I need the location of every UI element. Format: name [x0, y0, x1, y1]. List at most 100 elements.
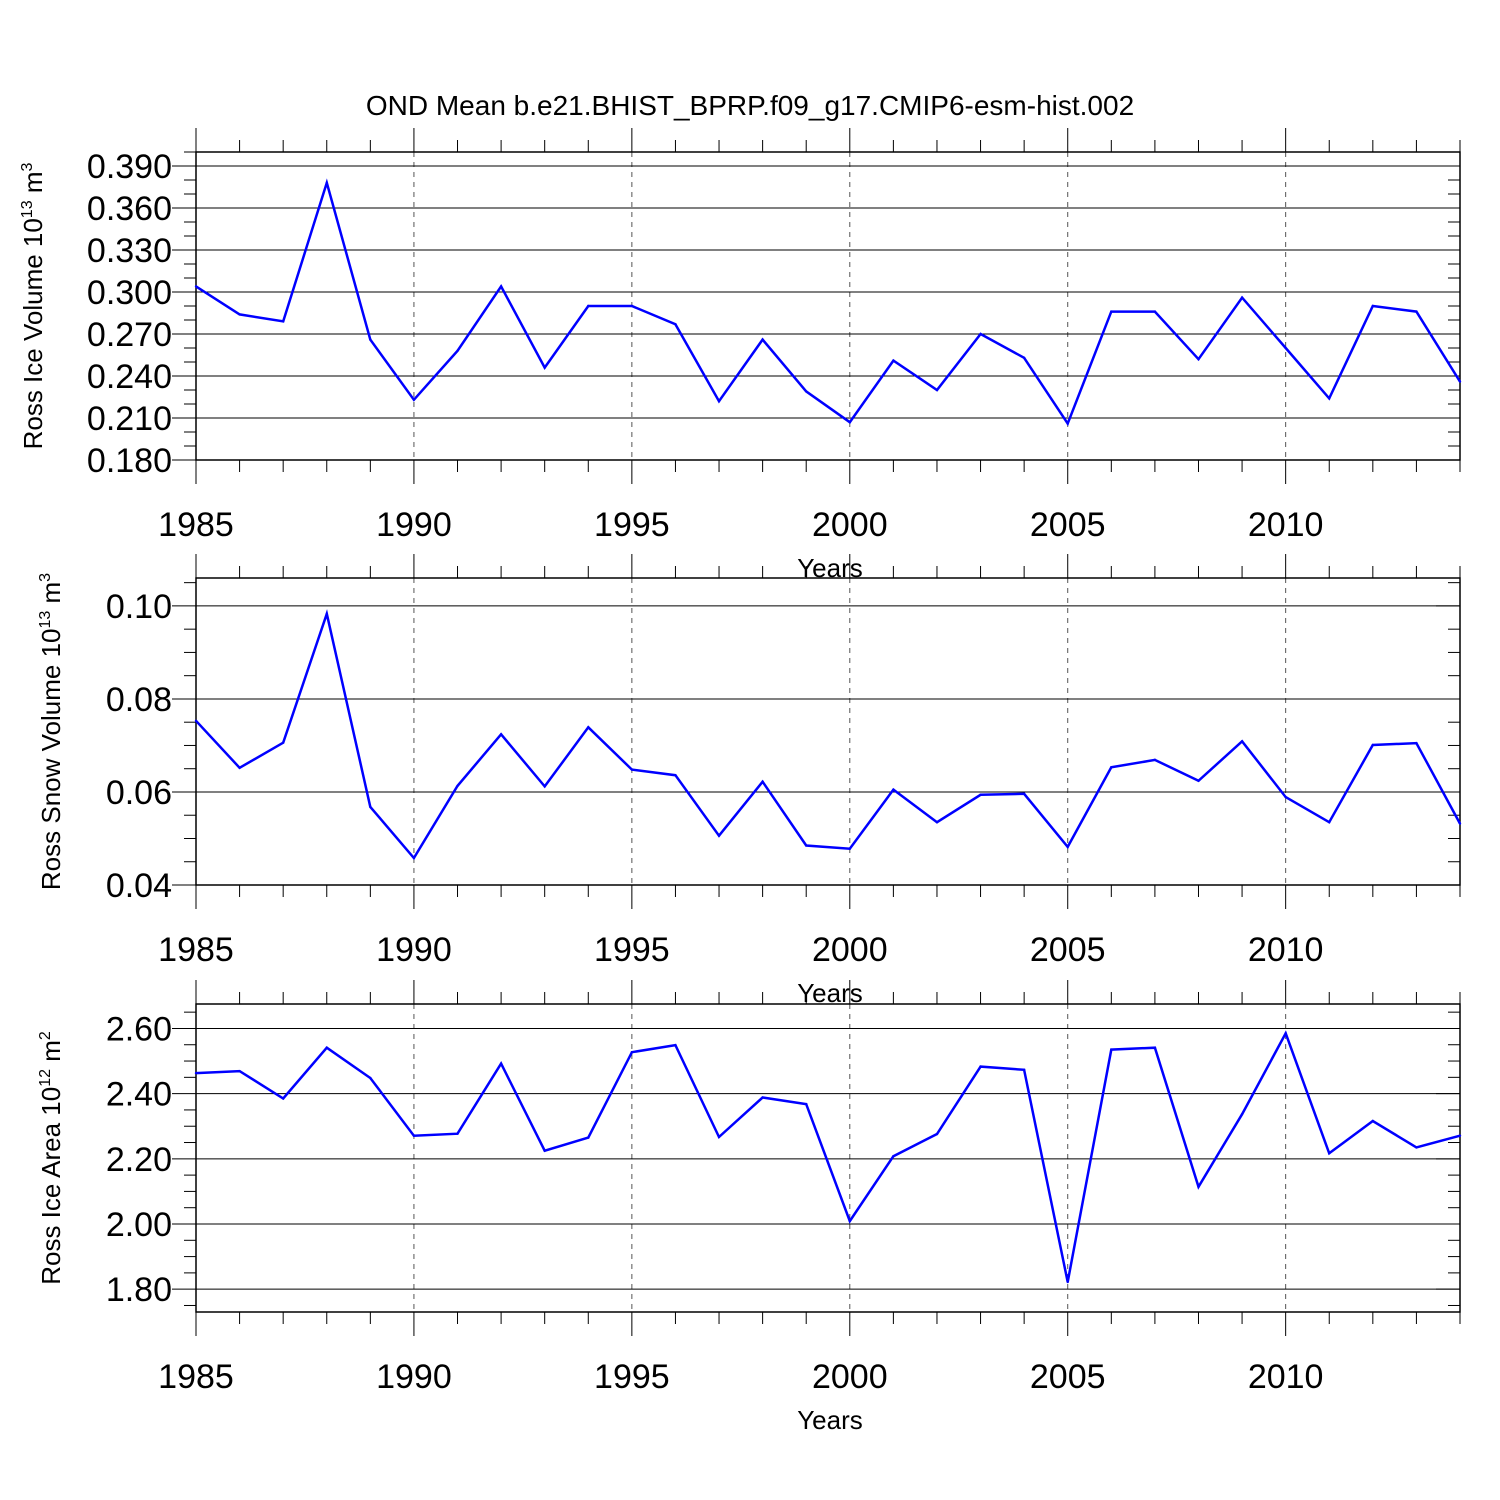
y-tick-label: 0.180	[87, 442, 172, 480]
data-point	[674, 774, 677, 777]
y-axis-title: Ross Snow Volume 1013 m3	[36, 573, 66, 890]
data-point	[1328, 821, 1331, 824]
data-point	[717, 400, 721, 403]
data-point	[1022, 1068, 1026, 1072]
data-point	[543, 1149, 546, 1152]
data-point	[281, 741, 285, 744]
data-point	[1153, 1046, 1157, 1049]
y-tick-label: 0.240	[87, 358, 172, 396]
data-point	[1110, 766, 1113, 769]
x-tick-label: 1985	[158, 506, 234, 544]
y-axis-title-unit-exp: 3	[37, 573, 54, 582]
data-point	[1371, 304, 1375, 308]
y-tick-label: 0.270	[87, 316, 172, 354]
data-point	[194, 719, 198, 723]
data-point	[1110, 1048, 1113, 1051]
x-tick-label: 1990	[376, 931, 452, 969]
data-point	[456, 784, 459, 788]
data-point	[848, 1219, 851, 1223]
data-point	[761, 780, 764, 783]
data-point	[935, 388, 939, 392]
x-tick-label: 2010	[1248, 506, 1324, 544]
x-tick-label: 2010	[1248, 931, 1324, 969]
series-line-1	[195, 178, 1462, 427]
data-point	[630, 1051, 634, 1054]
y-tick-label: 1.80	[106, 1271, 172, 1309]
data-point	[281, 1097, 285, 1100]
data-point	[369, 338, 372, 341]
data-point	[281, 320, 285, 323]
data-point	[499, 285, 503, 288]
data-point	[238, 1069, 241, 1073]
data-point	[761, 1096, 764, 1099]
chart-panel-1: 0.180 0.210 0.240 0.270 0.300 0.330 0.360 0.390…	[18, 128, 1462, 583]
data-point	[761, 338, 764, 341]
data-point	[1153, 310, 1157, 313]
data-point	[1415, 310, 1418, 313]
data-point	[1284, 1032, 1287, 1035]
data-point	[1153, 758, 1157, 762]
data-point	[369, 805, 372, 809]
x-tick-label: 1985	[158, 1358, 234, 1396]
y-axis-title: Ross Ice Volume 1013 m3	[18, 162, 48, 449]
y-tick-label: 0.390	[87, 148, 172, 186]
data-point	[1066, 845, 1069, 849]
data-point	[238, 766, 241, 769]
y-tick-label: 0.10	[106, 588, 172, 626]
data-point	[892, 788, 895, 791]
data-point	[1415, 741, 1418, 745]
x-tick-label: 1990	[376, 506, 452, 544]
data-point	[892, 1155, 895, 1158]
data-point	[194, 1071, 198, 1075]
data-point	[238, 313, 241, 316]
figure-title: OND Mean b.e21.BHIST_BPRP.f09_g17.CMIP6-…	[366, 90, 1134, 121]
y-tick-label: 0.360	[87, 190, 172, 228]
x-tick-label: 1995	[594, 931, 670, 969]
y-tick-label: 0.04	[106, 867, 172, 905]
data-point	[412, 1134, 416, 1137]
panels: 0.180 0.210 0.240 0.270 0.300 0.330 0.360 0.390…	[18, 128, 1462, 1435]
plot-frame	[195, 577, 1461, 886]
plot-frame	[195, 151, 1461, 461]
y-axis-title-text: Ross Ice Volume 10	[18, 218, 48, 449]
data-point	[1110, 310, 1113, 313]
data-point	[1197, 1185, 1200, 1189]
data-point	[325, 612, 328, 616]
data-point	[543, 785, 546, 788]
series-line-2	[195, 609, 1462, 861]
x-tick-label: 1995	[594, 506, 670, 544]
data-point	[979, 793, 982, 796]
data-point	[1415, 1146, 1418, 1149]
data-point	[674, 323, 677, 326]
y-tick-label: 2.20	[106, 1141, 172, 1179]
data-point	[674, 1043, 677, 1047]
data-point	[412, 398, 416, 401]
data-point	[1328, 397, 1331, 400]
y-axis-title-text: Ross Ice Area 10	[36, 1087, 66, 1285]
data-point	[630, 304, 634, 308]
data-point	[1022, 792, 1026, 796]
x-tick-label: 1985	[158, 931, 234, 969]
data-point	[1066, 1280, 1069, 1284]
x-tick-label: 2010	[1248, 1358, 1324, 1396]
data-point	[848, 421, 851, 424]
data-point	[587, 1136, 590, 1139]
data-point	[979, 332, 982, 336]
y-axis-title-unit: m	[36, 1040, 66, 1069]
data-point	[499, 733, 503, 736]
data-point	[587, 304, 590, 308]
data-point	[1371, 743, 1375, 747]
y-tick-label: 0.210	[87, 400, 172, 438]
x-tick-label: 2005	[1030, 506, 1106, 544]
y-axis-title-unit-exp: 2	[37, 1031, 54, 1040]
y-tick-label: 0.300	[87, 274, 172, 312]
y-tick-label: 2.40	[106, 1076, 172, 1114]
data-point	[630, 768, 634, 771]
y-tick-label: 0.08	[106, 681, 172, 719]
data-point	[1240, 296, 1244, 299]
x-tick-label: 1990	[376, 1358, 452, 1396]
data-point	[892, 359, 895, 362]
data-point	[325, 181, 328, 184]
data-point	[1284, 346, 1287, 350]
